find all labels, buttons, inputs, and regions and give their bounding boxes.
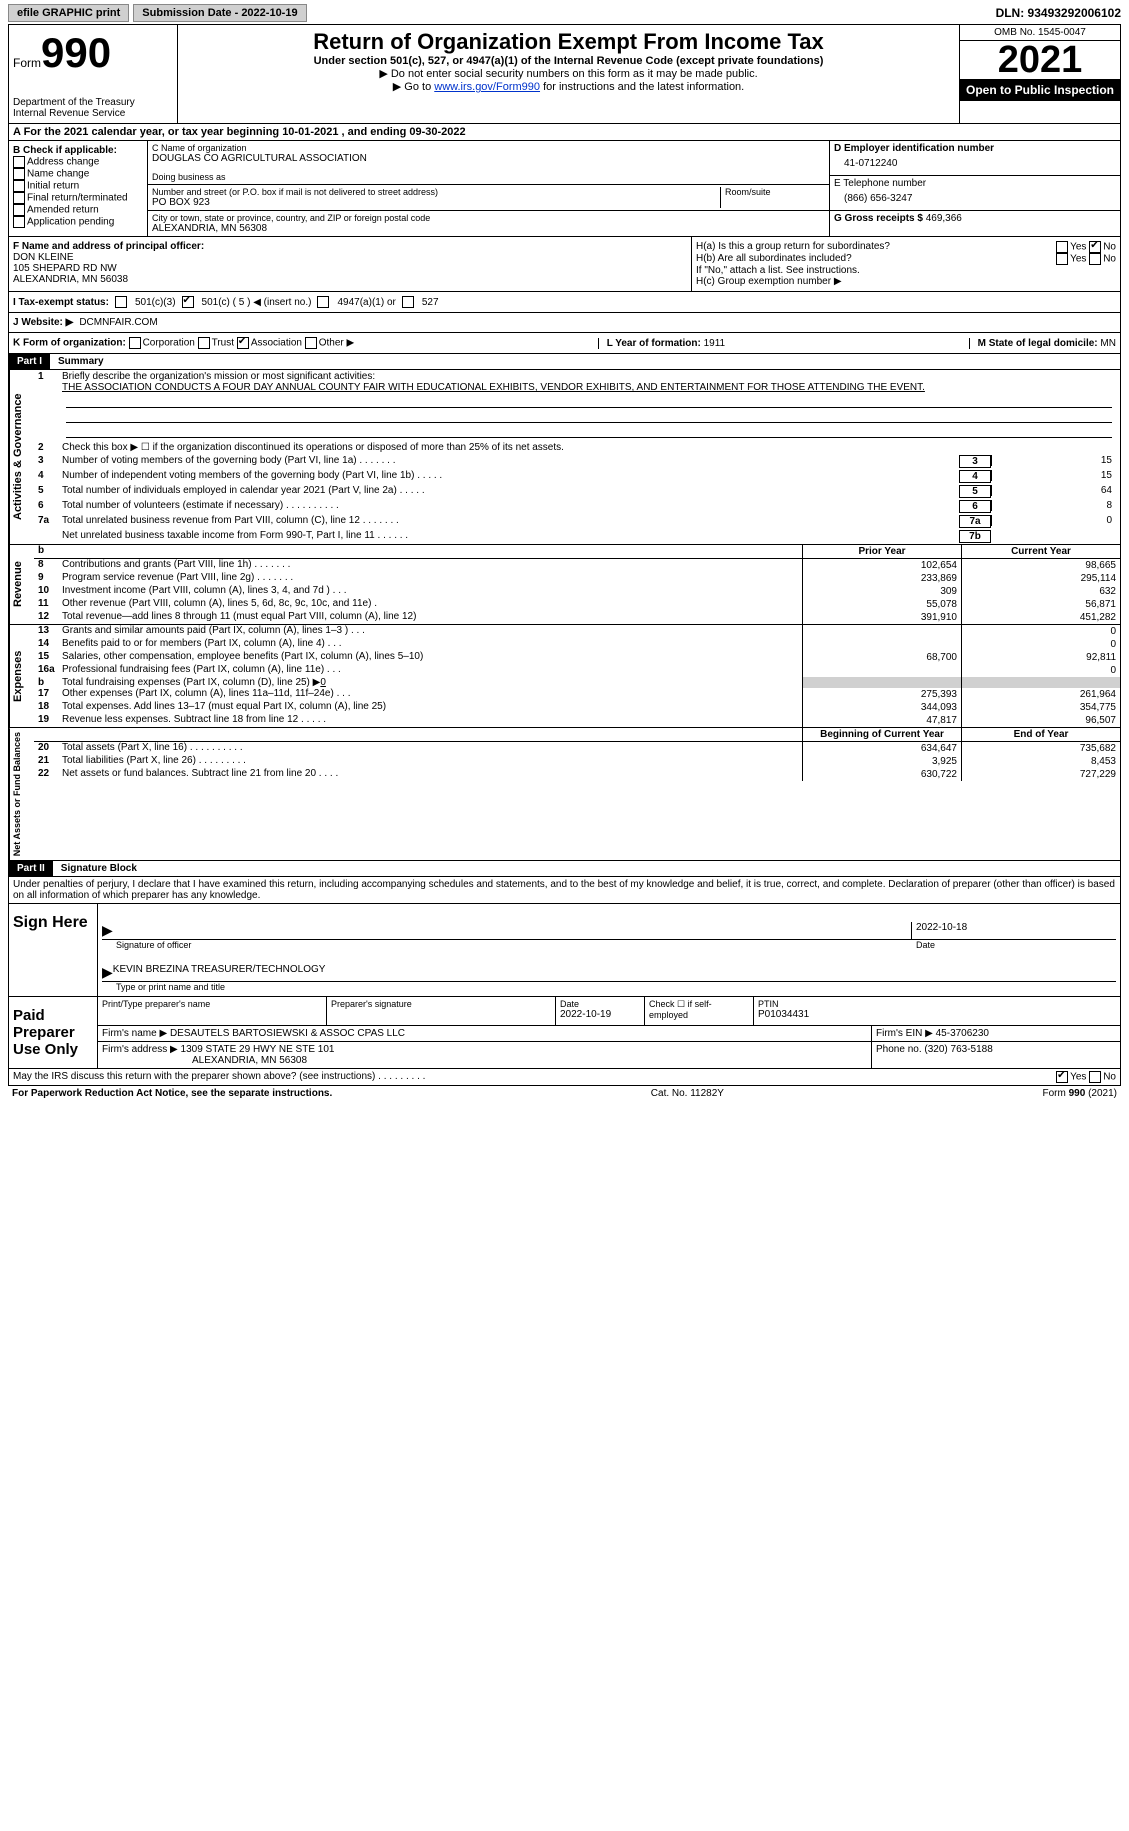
year-block: OMB No. 1545-0047 2021 Open to Public In… [959,25,1120,123]
org-name-block: C Name of organization DOUGLAS CO AGRICU… [148,141,829,236]
section-label-netassets: Net Assets or Fund Balances [9,728,34,860]
website-row: J Website: ▶ DCMNFAIR.COM [8,313,1121,333]
dln: DLN: 93493292006102 [996,6,1121,20]
form-org-row: K Form of organization: Corporation Trus… [8,333,1121,354]
paid-preparer-label: Paid Preparer Use Only [9,997,98,1068]
irs-link[interactable]: www.irs.gov/Form990 [434,81,540,93]
ein-block: D Employer identification number 41-0712… [829,141,1120,236]
declaration: Under penalties of perjury, I declare th… [8,877,1121,904]
part1-title: Summary [50,354,112,369]
sign-here-label: Sign Here [9,904,98,996]
principal-officer: F Name and address of principal officer:… [9,237,691,291]
check-applicable-block: B Check if applicable: Address change Na… [9,141,148,236]
section-label-activities: Activities & Governance [9,370,34,544]
part2-header: Part II [9,861,53,876]
section-label-revenue: Revenue [9,545,34,624]
tax-year-row: A For the 2021 calendar year, or tax yea… [8,124,1121,141]
efile-print-button[interactable]: efile GRAPHIC print [8,4,129,22]
discuss-row: May the IRS discuss this return with the… [8,1069,1121,1086]
form-title-block: Return of Organization Exempt From Incom… [178,25,959,123]
footer: For Paperwork Reduction Act Notice, see … [8,1086,1121,1101]
part2-title: Signature Block [53,861,145,876]
form-id-block: Form990 Department of the Treasury Inter… [9,25,178,123]
part1-header: Part I [9,354,50,369]
section-label-expenses: Expenses [9,625,34,727]
tax-status-row: I Tax-exempt status: 501(c)(3) 501(c) ( … [8,292,1121,313]
group-return-block: H(a) Is this a group return for subordin… [691,237,1120,291]
submission-date: Submission Date - 2022-10-19 [133,4,306,22]
